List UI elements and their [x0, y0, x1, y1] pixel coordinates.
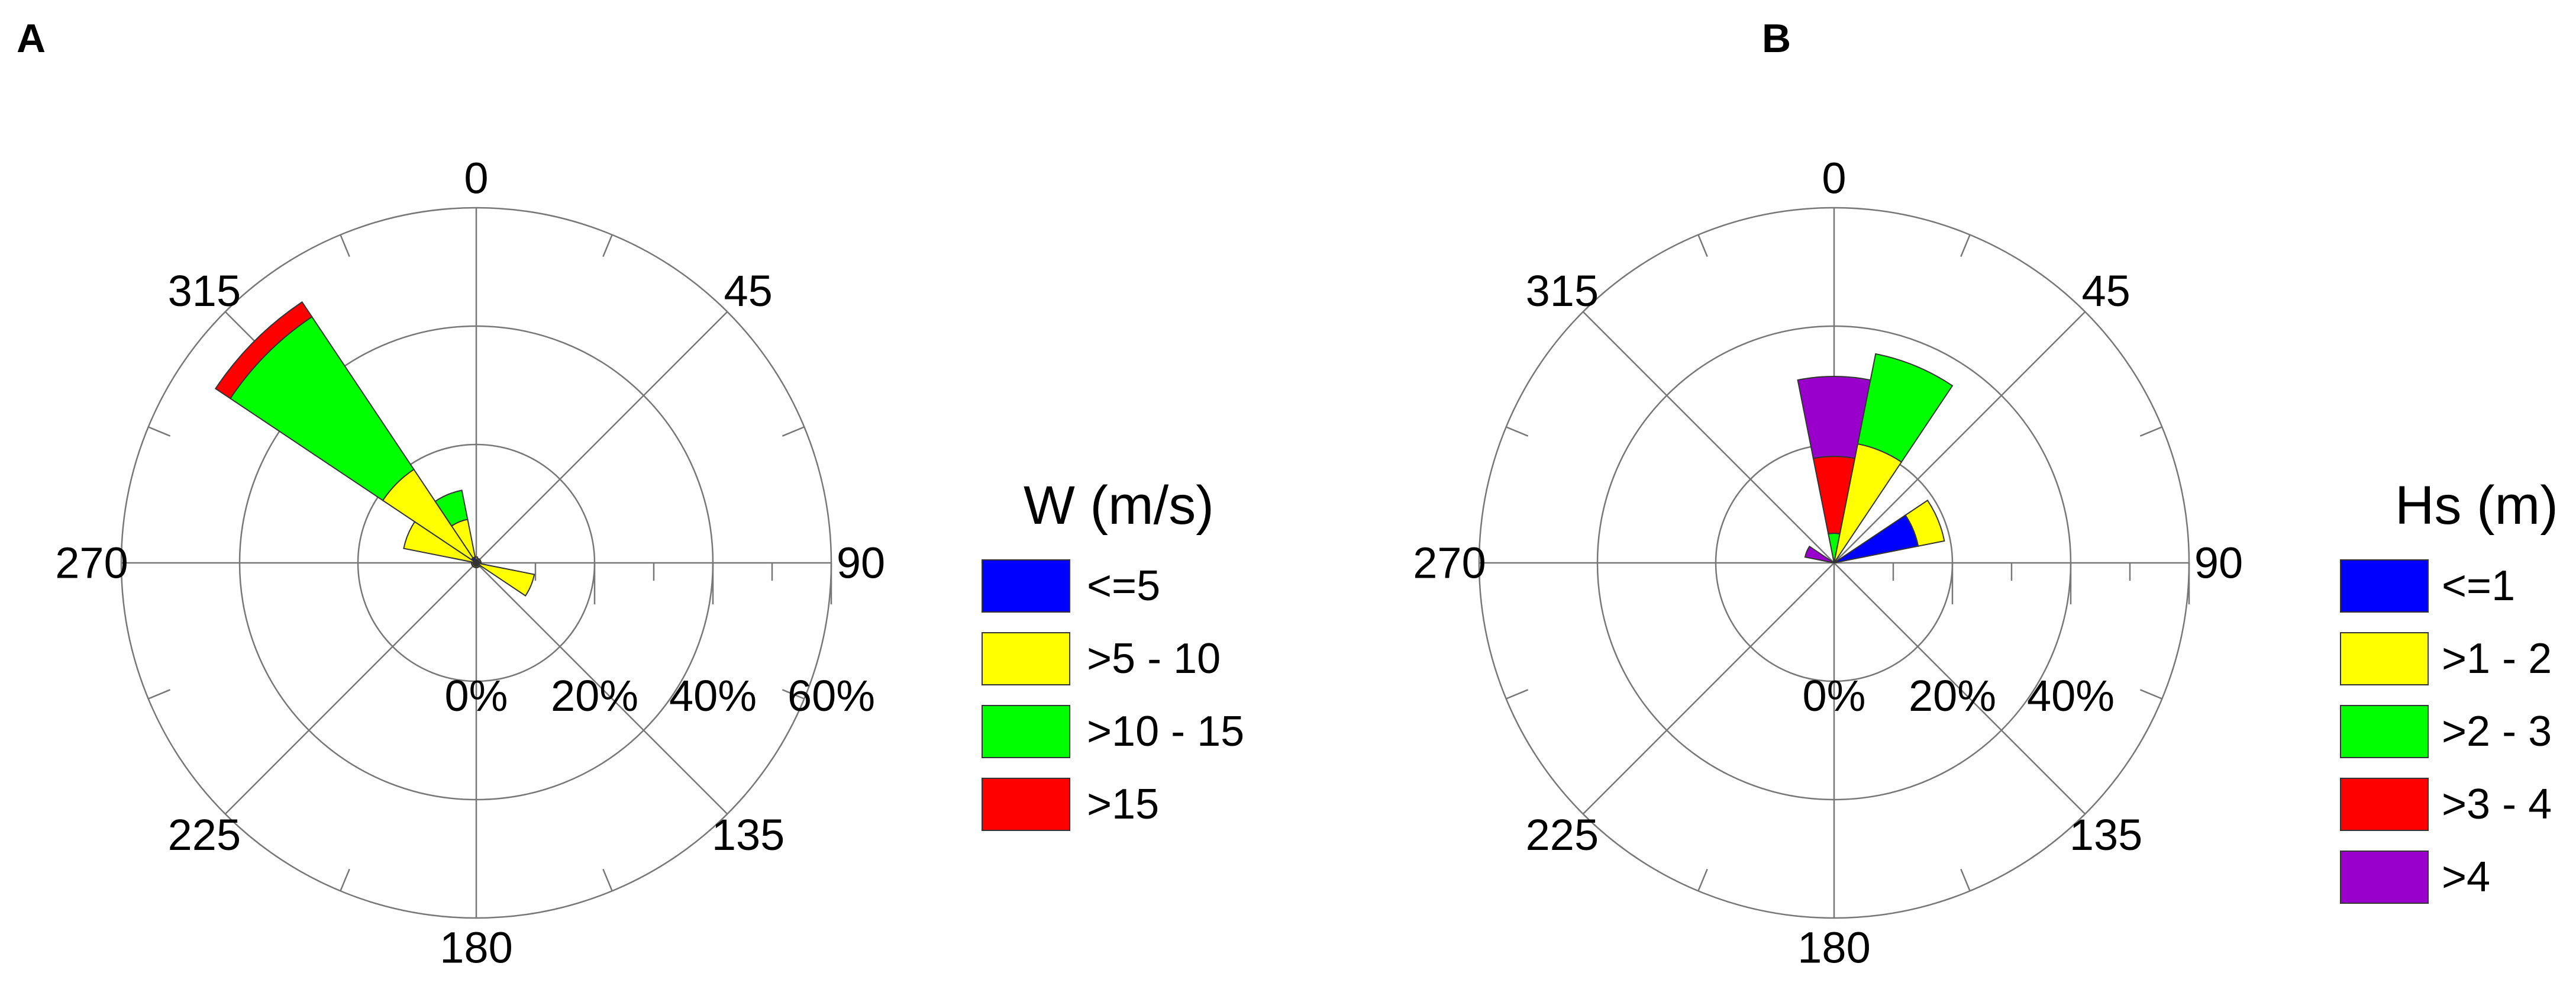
rose-bar-segment	[477, 562, 535, 597]
direction-label: 315	[168, 266, 241, 315]
wind-rose-panel: A 0 45 90 135 180 225 270 315 0% 20% 40% 60% W (m/s) <…	[17, 16, 1244, 972]
outer-ring-tick	[1960, 868, 1971, 891]
wave-rose-panel: B 0 45 90 135 180 225 270 315 0% 20% 40% Hs (m) <=1 >1…	[1413, 16, 2558, 972]
direction-label: 225	[1526, 810, 1599, 859]
outer-ring-tick	[782, 426, 805, 437]
outer-ring-tick	[1506, 426, 1529, 437]
direction-label: 0	[464, 154, 488, 203]
outer-ring-tick	[602, 234, 613, 257]
outer-ring-tick	[148, 689, 171, 700]
grid-spoke	[1833, 562, 2086, 815]
legend-title: Hs (m)	[2395, 475, 2558, 536]
legend-swatch	[982, 632, 1070, 685]
outer-ring-tick	[1960, 234, 1971, 257]
legend-label: >1 - 2	[2442, 635, 2552, 682]
direction-label: 315	[1526, 266, 1599, 315]
legend-swatch	[982, 778, 1070, 831]
outer-ring-tick	[148, 426, 171, 437]
radial-percent-label: 40%	[669, 671, 757, 720]
outer-ring-tick	[602, 868, 613, 891]
radial-percent-label: 20%	[1909, 671, 1996, 720]
legend-title: W (m/s)	[1024, 475, 1214, 536]
outer-ring-tick	[1697, 868, 1708, 891]
panel-label: B	[1762, 16, 1791, 61]
outer-ring-tick	[340, 234, 350, 257]
direction-label: 0	[1822, 154, 1846, 203]
grid-spoke	[476, 562, 728, 815]
legend-swatch	[2340, 705, 2429, 758]
panel-label: A	[17, 16, 46, 61]
legend-label: >2 - 3	[2442, 708, 2552, 755]
rose-bar-segment	[1857, 353, 1954, 463]
outer-ring-tick	[340, 868, 350, 891]
radial-percent-label: 40%	[2027, 671, 2115, 720]
direction-label: 270	[55, 539, 128, 588]
legend-label: >5 - 10	[1087, 635, 1221, 682]
direction-label: 45	[2081, 266, 2130, 315]
outer-ring-tick	[2139, 689, 2162, 700]
outer-ring-tick	[1506, 689, 1529, 700]
direction-label: 180	[1797, 923, 1870, 972]
direction-label: 180	[440, 923, 512, 972]
direction-label: 225	[168, 810, 241, 859]
legend-swatch	[2340, 778, 2429, 831]
direction-label: 90	[2194, 539, 2243, 588]
rose-bar-segment	[434, 489, 469, 527]
legend-label: >10 - 15	[1087, 708, 1244, 755]
legend-swatch	[2340, 632, 2429, 685]
outer-ring-tick	[2139, 426, 2162, 437]
direction-label: 135	[2070, 810, 2142, 859]
grid-spoke	[1582, 562, 1835, 815]
legend-label: >3 - 4	[2442, 781, 2552, 828]
grid-spoke	[1833, 311, 2086, 563]
legend-label: <=1	[2442, 562, 2515, 610]
radial-percent-label: 60%	[787, 671, 875, 720]
legend-swatch	[982, 559, 1070, 613]
radial-percent-label: 0%	[445, 671, 508, 720]
legend-label: >4	[2442, 853, 2490, 901]
legend-swatch	[2340, 559, 2429, 613]
direction-label: 45	[724, 266, 772, 315]
direction-label: 135	[712, 810, 785, 859]
legend-swatch	[2340, 851, 2429, 904]
rose-bar-segment	[1904, 500, 1945, 547]
direction-label: 90	[837, 539, 885, 588]
legend-label: >15	[1087, 781, 1159, 828]
rose-bar-segment	[1804, 545, 1833, 563]
direction-label: 270	[1413, 539, 1486, 588]
legend-swatch	[982, 705, 1070, 758]
radial-percent-label: 20%	[551, 671, 638, 720]
grid-spoke	[1582, 311, 1835, 563]
legend-label: <=5	[1087, 562, 1160, 610]
outer-ring-tick	[1697, 234, 1708, 257]
grid-spoke	[476, 311, 728, 563]
rose-bar-segment	[214, 301, 313, 400]
outer-ring-tick	[782, 689, 805, 700]
grid-spoke	[224, 562, 477, 815]
radial-percent-label: 0%	[1803, 671, 1866, 720]
